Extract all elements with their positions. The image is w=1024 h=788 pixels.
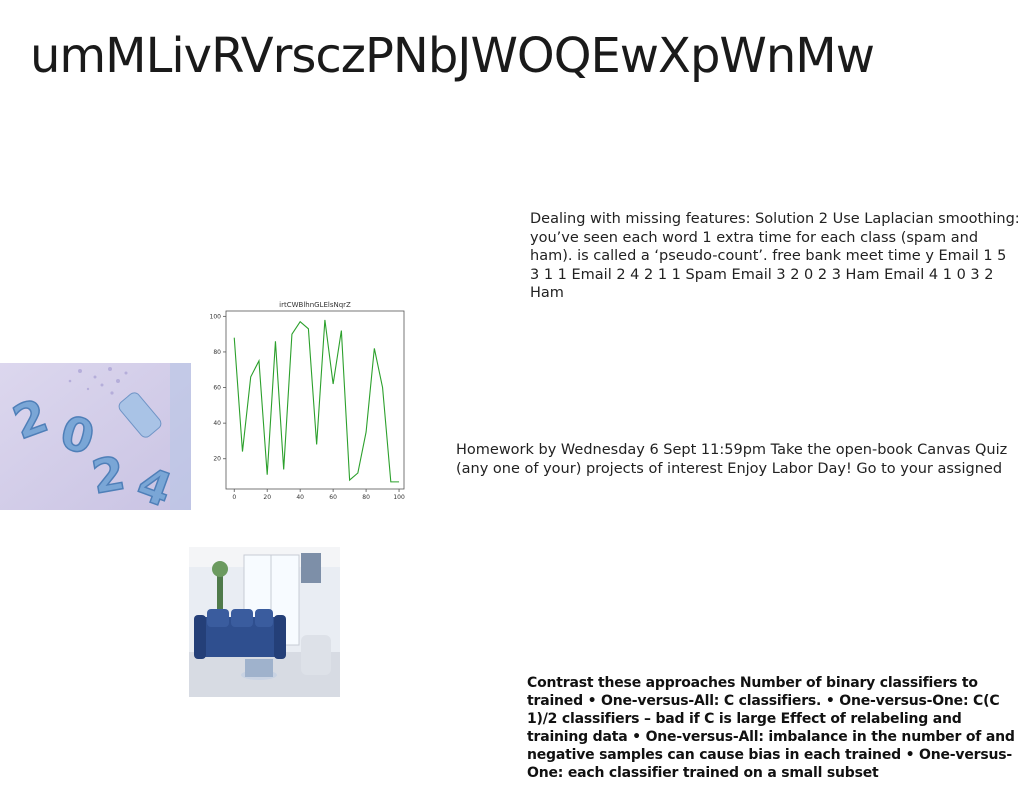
y-tick-label: 80 bbox=[213, 349, 221, 356]
x-tick-label: 20 bbox=[263, 494, 271, 501]
x-tick-label: 60 bbox=[329, 494, 337, 501]
y-tick-label: 60 bbox=[213, 385, 221, 392]
line-chart: irtCWBlhnGLElsNqrZ 0 20 40 60 80 100 20 40 60 80 1… bbox=[210, 301, 405, 501]
x-tick-label: 100 bbox=[393, 494, 405, 501]
x-tick-label: 0 bbox=[232, 494, 236, 501]
y-tick-label: 40 bbox=[213, 420, 221, 427]
classifier-contrast-text: Contrast these approaches Number of bina… bbox=[527, 675, 1015, 781]
slide-title: umMLivRVrsczPNbJWOQEwXpWnMw bbox=[30, 28, 875, 84]
x-tick-label: 40 bbox=[296, 494, 304, 501]
y-tick-label: 20 bbox=[213, 456, 221, 463]
chart-title: irtCWBlhnGLElsNqrZ bbox=[279, 301, 351, 309]
laplacian-smoothing-text: Dealing with missing features: Solution … bbox=[530, 211, 1020, 301]
x-tick-label: 80 bbox=[362, 494, 370, 501]
new-year-2024-image: 2 0 2 4 bbox=[0, 363, 191, 510]
living-room-image bbox=[189, 547, 340, 697]
plot-frame bbox=[225, 310, 405, 490]
homework-text: Homework by Wednesday 6 Sept 11:59pm Tak… bbox=[456, 442, 1008, 477]
y-tick-label: 100 bbox=[210, 313, 222, 320]
series-line bbox=[233, 319, 400, 483]
